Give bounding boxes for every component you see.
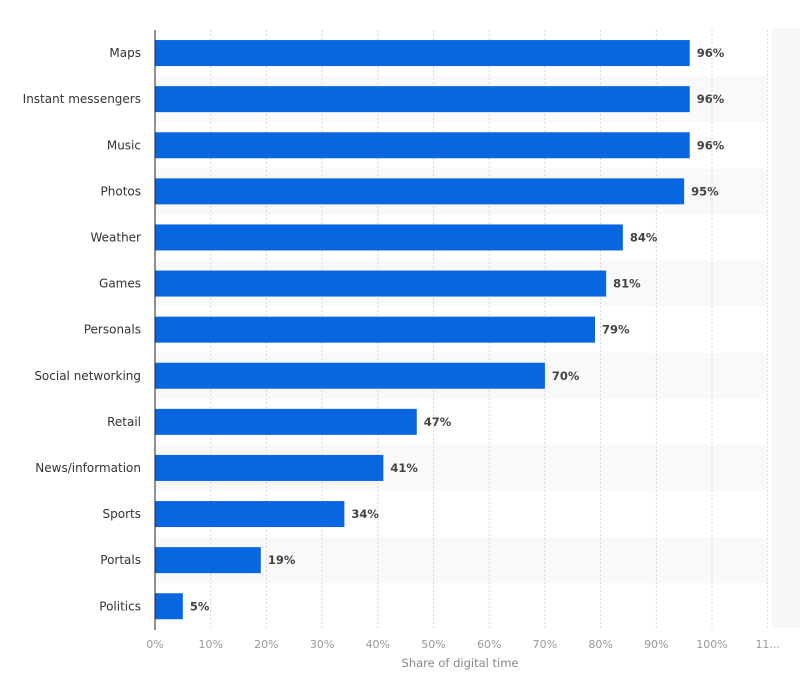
category-label: Music <box>107 138 141 152</box>
value-label: 81% <box>613 277 641 291</box>
value-label: 96% <box>697 92 725 106</box>
category-label: Instant messengers <box>23 92 141 106</box>
bar <box>155 178 685 205</box>
bar <box>155 454 384 481</box>
value-label: 34% <box>351 507 379 521</box>
bar <box>155 132 690 159</box>
x-tick-label: 90% <box>644 638 668 651</box>
right-panel <box>772 28 800 628</box>
x-tick-label: 100% <box>696 638 727 651</box>
x-axis-label: Share of digital time <box>402 656 519 670</box>
x-tick-label: 30% <box>310 638 334 651</box>
x-tick-label: 0% <box>146 638 163 651</box>
x-tick-label: 80% <box>588 638 612 651</box>
category-label: Politics <box>99 599 141 613</box>
value-label: 84% <box>630 230 658 244</box>
value-label: 79% <box>602 323 630 337</box>
x-tick-label: 40% <box>366 638 390 651</box>
x-tick-label: 70% <box>533 638 557 651</box>
category-label: Weather <box>90 230 141 244</box>
category-label: Retail <box>107 415 141 429</box>
value-label: 96% <box>697 138 725 152</box>
x-tick-label: 20% <box>254 638 278 651</box>
category-label: Maps <box>109 46 141 60</box>
bar <box>155 40 690 67</box>
bar <box>155 224 623 251</box>
bar <box>155 86 690 113</box>
bar <box>155 501 345 528</box>
bar <box>155 316 596 343</box>
bar <box>155 408 417 435</box>
bar <box>155 362 545 389</box>
value-label: 95% <box>691 184 719 198</box>
category-label: Games <box>99 277 141 291</box>
bar <box>155 593 183 620</box>
value-label: 5% <box>190 599 210 613</box>
category-label: Sports <box>103 507 141 521</box>
value-label: 19% <box>268 553 296 567</box>
value-label: 96% <box>697 46 725 60</box>
category-label: News/information <box>35 461 141 475</box>
bar <box>155 547 261 574</box>
category-label: Personals <box>84 323 141 337</box>
value-label: 47% <box>424 415 452 429</box>
x-tick-label: 11... <box>755 638 780 651</box>
value-label: 70% <box>552 369 580 383</box>
x-tick-label: 60% <box>477 638 501 651</box>
category-label: Portals <box>100 553 141 567</box>
category-label: Photos <box>101 184 141 198</box>
category-label: Social networking <box>34 369 141 383</box>
x-tick-label: 10% <box>198 638 222 651</box>
x-tick-label: 50% <box>421 638 445 651</box>
bar <box>155 270 607 297</box>
value-label: 41% <box>390 461 418 475</box>
